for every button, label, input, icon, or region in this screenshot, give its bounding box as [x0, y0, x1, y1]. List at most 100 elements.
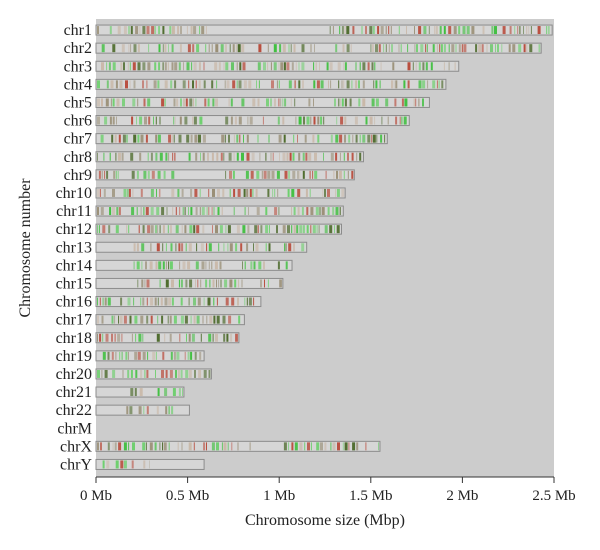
gene-band: [239, 134, 241, 143]
gene-band: [217, 188, 220, 197]
gene-band: [403, 80, 406, 89]
gene-band: [118, 134, 121, 143]
gene-band: [137, 351, 141, 360]
gene-band: [310, 116, 312, 125]
gene-band: [291, 188, 295, 197]
gene-band: [375, 98, 379, 107]
gene-band: [111, 351, 114, 360]
gene-band: [142, 442, 146, 451]
gene-band: [162, 44, 164, 53]
gene-band: [440, 44, 443, 53]
gene-band: [135, 26, 139, 35]
gene-band: [185, 279, 188, 288]
gene-band: [198, 369, 202, 378]
gene-band: [246, 152, 250, 161]
gene-band: [155, 351, 157, 360]
gene-band: [147, 98, 151, 107]
chromosome-bar-outline: [95, 78, 447, 90]
gene-band: [145, 134, 148, 143]
gene-band: [260, 225, 263, 234]
gene-band: [463, 44, 467, 53]
gene-band: [232, 44, 235, 53]
gene-band: [181, 225, 183, 234]
gene-band: [204, 98, 207, 107]
gene-band: [423, 26, 427, 35]
gene-band: [145, 442, 147, 451]
gene-band: [301, 243, 305, 252]
gene-band: [432, 80, 436, 89]
gene-band: [153, 80, 157, 89]
gene-band: [121, 351, 123, 360]
gene-band: [190, 134, 193, 143]
gene-band: [288, 243, 292, 252]
gene-band: [351, 80, 353, 89]
gene-band: [115, 225, 119, 234]
gene-band: [156, 333, 160, 342]
gene-band: [141, 279, 144, 288]
gene-band: [185, 243, 187, 252]
gene-band: [420, 44, 424, 53]
gene-band: [180, 369, 183, 378]
chromosome-bar-chrX: [95, 440, 381, 452]
gene-band: [123, 62, 125, 71]
gene-band: [162, 243, 164, 252]
gene-band: [106, 170, 109, 179]
gene-band: [106, 80, 109, 89]
gene-band: [104, 369, 108, 378]
gene-band: [241, 44, 245, 53]
gene-band: [229, 44, 231, 53]
gene-band: [146, 406, 149, 415]
gene-band: [172, 207, 174, 216]
gene-band: [242, 225, 246, 234]
gene-band: [313, 80, 316, 89]
gene-band: [158, 44, 161, 53]
gene-band: [547, 26, 550, 35]
gene-band: [213, 297, 215, 306]
gene-band: [301, 207, 304, 216]
gene-band: [119, 80, 123, 89]
gene-band: [128, 188, 131, 197]
gene-band: [369, 26, 373, 35]
gene-band: [101, 369, 103, 378]
gene-band: [97, 188, 99, 197]
gene-band: [128, 351, 129, 360]
gene-band: [162, 26, 165, 35]
gene-band: [157, 80, 160, 89]
gene-band: [341, 98, 344, 107]
gene-band: [168, 297, 172, 306]
gene-band: [282, 152, 286, 161]
gene-band: [216, 442, 219, 451]
gene-band: [142, 26, 146, 35]
gene-band: [380, 62, 382, 71]
gene-band: [131, 170, 135, 179]
gene-band: [343, 80, 345, 89]
gene-band: [165, 369, 168, 378]
gene-band: [236, 62, 238, 71]
gene-band: [339, 207, 341, 216]
gene-band: [320, 116, 323, 125]
gene-band: [343, 62, 345, 71]
gene-band: [138, 225, 140, 234]
gene-band: [335, 188, 336, 197]
gene-band: [116, 116, 117, 125]
gene-band: [213, 207, 215, 216]
gene-band: [205, 279, 208, 288]
gene-band: [223, 152, 225, 161]
gene-band: [154, 297, 157, 306]
gene-band: [194, 369, 196, 378]
gene-band: [362, 62, 366, 71]
gene-band: [436, 44, 438, 53]
gene-band: [157, 170, 161, 179]
gene-band: [298, 116, 302, 125]
gene-band: [218, 62, 221, 71]
chromosome-bar-chr13: [95, 241, 308, 253]
gene-band: [302, 170, 305, 179]
gene-band: [257, 225, 259, 234]
gene-band: [377, 26, 380, 35]
gene-band: [102, 225, 106, 234]
gene-band: [154, 62, 157, 71]
gene-band: [388, 26, 390, 35]
gene-band: [171, 279, 174, 288]
chromosome-bar-chr5: [95, 96, 430, 108]
gene-band: [362, 134, 366, 143]
